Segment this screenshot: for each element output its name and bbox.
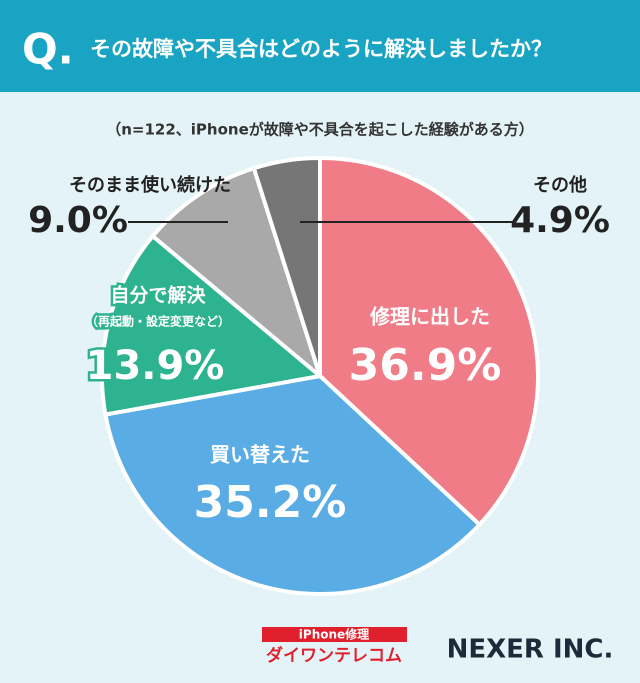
logo1-main: ダイワンテレコム <box>266 645 402 666</box>
question-mark: Q. <box>22 25 74 74</box>
value-label: 4.9% <box>510 200 610 241</box>
pie-slice <box>318 155 540 528</box>
category-sublabel: （再起動・設定変更など） <box>86 314 230 329</box>
category-label: その他 <box>533 174 587 196</box>
pie-slice <box>149 165 324 382</box>
pie-slice <box>100 233 325 417</box>
value-label: 35.2% <box>194 477 347 528</box>
value-label: 13.9% <box>86 343 225 389</box>
pie-slice <box>103 373 483 596</box>
chart-subtitle: （n=122、iPhoneが故障や不具合を起こした経験がある方） <box>106 121 534 139</box>
logo1-top: iPhone修理 <box>299 627 369 642</box>
category-label: 買い替えた <box>210 443 310 467</box>
category-label: 修理に出した <box>369 305 490 329</box>
chart-title: その故障や不具合はどのように解決しましたか？ <box>90 37 552 61</box>
value-label: 9.0% <box>28 200 128 241</box>
logo1-band <box>262 627 407 642</box>
labels: 修理に出した 36.9% 買い替えた 35.2% 自分で解決 （再起動・設定変更など） 13… <box>28 174 610 528</box>
value-label: 36.9% <box>349 340 502 391</box>
category-label: 自分で解決 <box>110 284 206 307</box>
category-label: そのまま使い続けた <box>69 174 231 196</box>
pie-slice <box>251 155 322 377</box>
header-band <box>0 0 640 92</box>
logo2: NEXER INC. <box>447 635 614 665</box>
pie <box>100 155 540 596</box>
